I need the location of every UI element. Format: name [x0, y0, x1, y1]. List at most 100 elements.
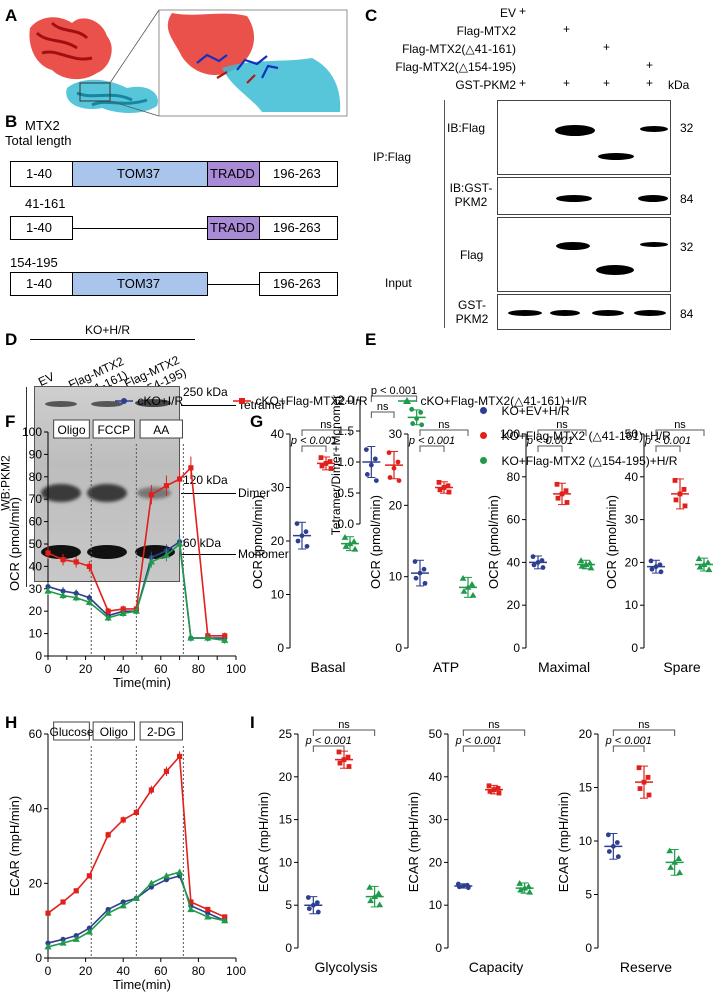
legend-label: KO+EV+H/R: [501, 404, 570, 418]
data-point: [85, 598, 93, 605]
y-tick-label: 30: [429, 813, 443, 827]
data-point: [163, 768, 170, 774]
y-tick-label: 60: [29, 727, 43, 741]
data-point: [367, 897, 375, 904]
data-point: [45, 583, 51, 590]
y-axis-label: OCR (pmol/min): [486, 495, 501, 589]
injection-label: FCCP: [97, 423, 130, 437]
injection-label: Glucose: [49, 725, 93, 739]
data-point: [387, 475, 393, 480]
interface-zoom-inset: [158, 9, 348, 117]
sig-bracket: [537, 429, 587, 436]
y-axis-label: OCR (pmol/min): [368, 495, 383, 589]
y-tick-label: 0: [35, 649, 42, 663]
data-point: [86, 563, 92, 569]
p-value-label: p < 0.001: [605, 735, 652, 747]
data-point: [44, 587, 52, 594]
y-tick-label: 10: [29, 627, 43, 641]
subplot-label: Spare: [663, 659, 701, 675]
legend-dot: [480, 432, 487, 440]
data-point: [85, 928, 93, 935]
plus-sign: +: [646, 58, 654, 72]
data-point: [120, 606, 126, 612]
panel-label-c: C: [365, 6, 378, 25]
data-point: [188, 899, 194, 905]
data-point: [456, 884, 462, 890]
sig-bracket: [312, 729, 376, 736]
total-length-label: Total length: [5, 133, 72, 148]
subplot-label: Maximal: [538, 659, 590, 675]
data-point: [72, 594, 80, 601]
data-point: [328, 466, 334, 471]
mw-label: 84: [680, 192, 694, 206]
data-point: [516, 880, 524, 886]
subplot-label: Basal: [310, 659, 345, 675]
plus-sign: +: [603, 76, 611, 90]
data-point: [132, 607, 140, 614]
x-tick-label: 80: [192, 964, 206, 978]
sig-bracket: [312, 745, 345, 752]
y-tick-label: 0: [513, 641, 520, 655]
y-tick-label: 2.0: [337, 393, 354, 407]
data-point: [658, 569, 664, 575]
legend-label: cKO+Flag-MTX2(△41-161)+I/R: [420, 394, 588, 408]
mw-label: 32: [680, 240, 694, 254]
sig-bracket: [655, 445, 681, 452]
legend-item: KO+EV+H/R: [480, 402, 569, 420]
data-point: [491, 787, 497, 793]
injection-box: [53, 721, 90, 741]
y-axis-label: OCR (pmol/min): [604, 495, 619, 589]
data-point: [60, 557, 66, 563]
plus-sign: +: [519, 4, 527, 18]
data-point: [60, 899, 66, 905]
data-point: [204, 913, 212, 920]
condition-label: Flag-MTX2(△41-161): [402, 42, 516, 56]
data-point: [645, 774, 651, 780]
data-point: [304, 543, 310, 549]
data-point: [521, 884, 529, 891]
y-tick-label: 0.0: [337, 517, 354, 531]
sig-bracket: [301, 445, 327, 452]
y-axis-label: ECAR (mpH/min): [256, 792, 271, 892]
y-tick-label: 60: [507, 513, 521, 527]
y-tick-label: 0: [277, 641, 284, 655]
p-value-label: p < 0.001: [526, 435, 573, 447]
data-point: [487, 788, 493, 794]
data-point: [204, 634, 212, 641]
sig-bracket: [462, 745, 495, 752]
y-tick-label: 0.5: [337, 486, 354, 500]
sig-bracket: [419, 429, 469, 436]
kda-label: kDa: [668, 78, 690, 92]
condition-label: Flag-MTX2(△154-195): [395, 60, 516, 74]
data-point: [73, 933, 79, 939]
p-value-label: p < 0.001: [455, 735, 502, 747]
y-axis-label: ECAR (mpH/min): [556, 792, 571, 892]
data-point: [464, 583, 472, 590]
fg-legend: cKO+I/R cKO+Flag-MTX2+I/R cKO+Flag-MTX2(…: [115, 392, 715, 408]
data-point: [147, 879, 155, 886]
data-point: [120, 817, 126, 823]
band-name: Dimer: [238, 486, 270, 500]
data-point: [700, 561, 708, 567]
data-point: [535, 560, 541, 565]
legend-label: KO+Flag-MTX2 (△154-195)+H/R: [501, 454, 678, 468]
data-point: [105, 832, 111, 838]
domain-row-full: 1-40 TOM37 TRADD 196-263: [10, 161, 338, 187]
data-point: [299, 533, 305, 539]
mw-label: 32: [680, 121, 694, 135]
data-point: [606, 849, 612, 854]
data-point: [414, 416, 420, 421]
x-tick-label: 100: [226, 662, 246, 676]
y-tick-label: 10: [429, 898, 443, 912]
data-point: [605, 832, 611, 838]
y-tick-label: 80: [507, 470, 521, 484]
data-point: [336, 749, 342, 755]
data-point: [120, 899, 126, 905]
data-point: [104, 909, 112, 916]
mtx2-label: MTX2: [25, 118, 60, 133]
y-tick-label: 10: [271, 588, 285, 602]
data-point: [436, 479, 442, 485]
plus-sign: +: [563, 76, 571, 90]
y-tick-label: 70: [29, 492, 43, 506]
subplot-label: Glycolysis: [314, 959, 377, 975]
